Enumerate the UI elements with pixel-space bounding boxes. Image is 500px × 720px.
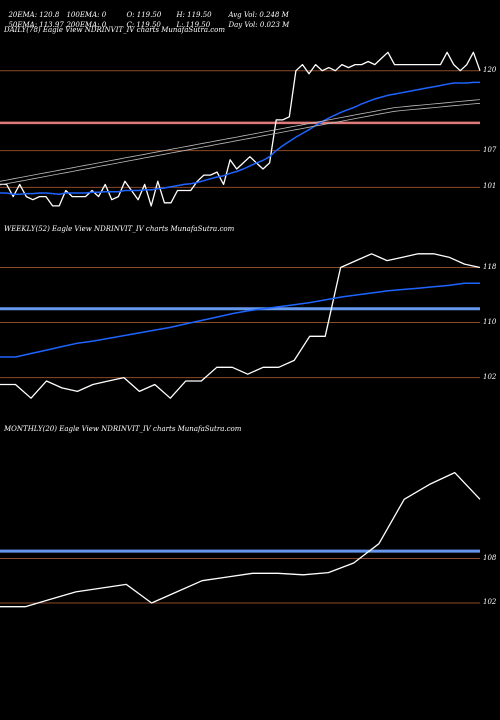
weekly-chart-title: WEEKLY(52) Eagle View NDRINVIT_IV charts… [4, 225, 235, 233]
daily-ytick-0: 120 [483, 65, 497, 74]
header-ema200: 200EMA: 0 [66, 21, 107, 29]
daily-series-ema-long-b [0, 102, 481, 186]
header-high: H: 119.50 [176, 11, 212, 19]
weekly-ytick-1: 110 [483, 317, 497, 326]
header-low: L: 119.50 [176, 21, 211, 29]
monthly-ytick-1: 102 [483, 597, 497, 606]
header-close: C: 119.50 [126, 21, 161, 29]
daily-ytick-1: 107 [483, 145, 497, 154]
header-ema50: 50EMA: 113.97 [8, 21, 64, 29]
monthly-chart-title: MONTHLY(20) Eagle View NDRINVIT_IV chart… [4, 425, 242, 433]
header-avg-vol: Avg Vol: 0.248 M [228, 11, 289, 19]
daily-chart-title: DAILY(78) Eagle View NDRINVIT_IV charts … [4, 26, 226, 34]
header-ema20: 20EMA: 120.8 [8, 11, 60, 19]
daily-ytick-2: 101 [483, 182, 497, 191]
monthly-series-price [0, 471, 481, 608]
weekly-ytick-2: 102 [483, 372, 497, 381]
header-day-vol: Day Vol: 0.023 M [228, 21, 290, 29]
header-open: O: 119.50 [126, 11, 162, 19]
daily-series-ema-short [0, 81, 480, 195]
weekly-ytick-0: 118 [483, 262, 497, 271]
daily-series-price [0, 51, 481, 207]
header-ema100: 100EMA: 0 [66, 11, 107, 19]
header-row-2: 50EMA: 113.97 200EMA: 0 C: 119.50 L: 119.50… [4, 13, 289, 29]
daily-series-ema-long-a [0, 99, 481, 182]
weekly-series-price [0, 253, 481, 399]
weekly-series-ema [0, 282, 480, 358]
header-row-1: 20EMA: 120.8 100EMA: 0 O: 119.50 H: 119.50 A… [4, 3, 289, 19]
monthly-ytick-0: 108 [483, 553, 497, 562]
